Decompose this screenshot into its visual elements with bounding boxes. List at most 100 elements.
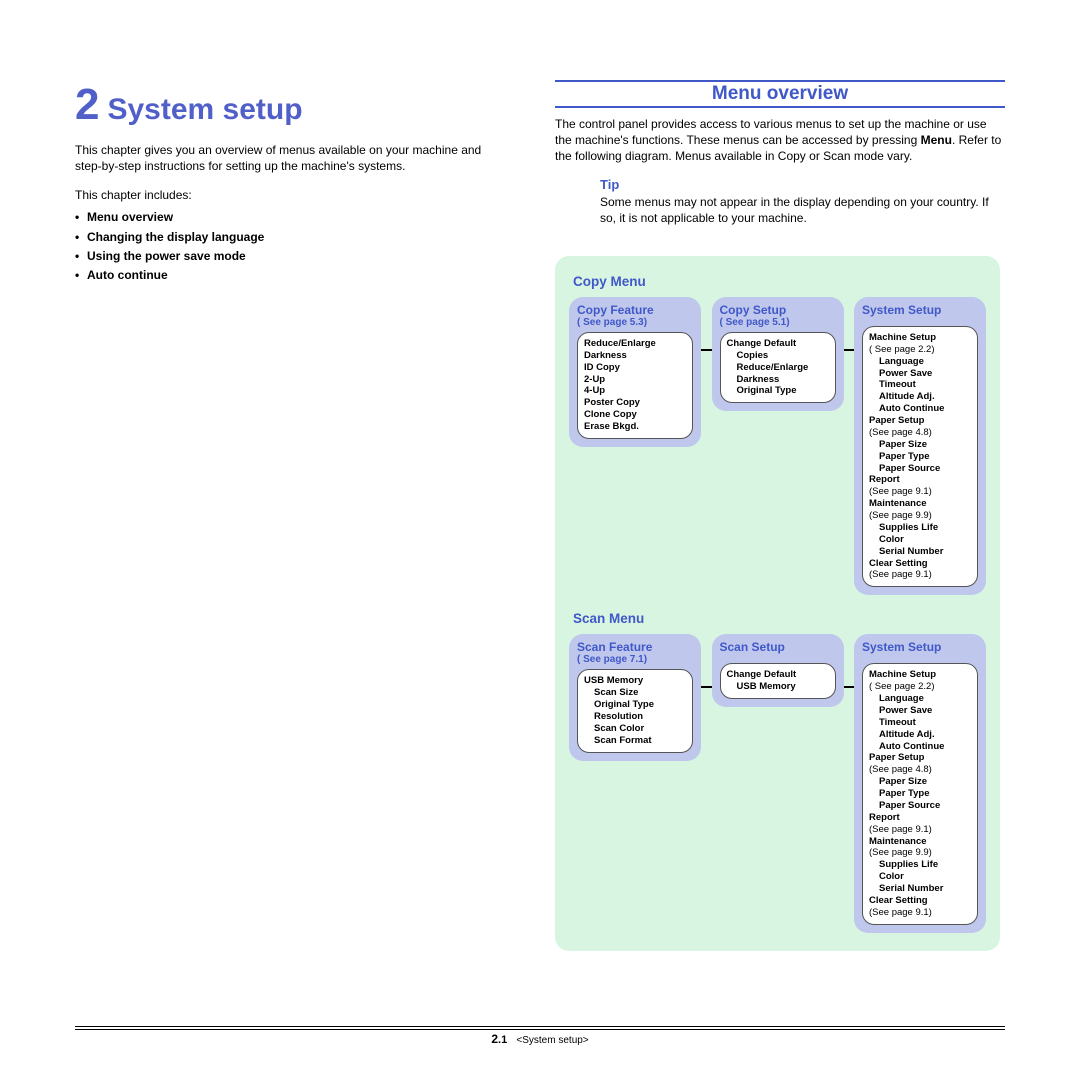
menu-item: Clear Setting [869,895,971,907]
menu-item: Resolution [584,711,686,723]
manual-page: 2 System setup This chapter gives you an… [0,0,1080,1080]
menu-box-title: Copy Setup [720,303,836,317]
menu-box-inner: Reduce/EnlargeDarknessID Copy2-Up4-UpPos… [577,332,693,439]
menu-box-title: System Setup [862,640,978,654]
menu-item: Paper Setup [869,752,971,764]
heading-bar-bottom [555,106,1005,108]
menu-item: ( See page 2.2) [869,344,971,356]
menu-item: Paper Type [869,788,971,800]
menu-row: Copy Feature( See page 5.3)Reduce/Enlarg… [569,297,986,595]
menu-item: Power Save [869,705,971,717]
menu-item: Timeout [869,379,971,391]
menu-box: System Setup Machine Setup( See page 2.2… [854,297,986,595]
menu-item: Color [869,871,971,883]
menu-item: Serial Number [869,546,971,558]
menu-item: ID Copy [584,362,686,374]
menu-box: Copy Setup( See page 5.1)Change DefaultC… [712,297,844,411]
chapter-bullet-item: Using the power save mode [75,247,505,266]
menu-item: Change Default [727,669,829,681]
section-heading: Menu overview [712,82,848,106]
menu-item: Change Default [727,338,829,350]
menu-box-subtitle [862,317,978,322]
menu-item: (See page 9.1) [869,569,971,581]
menu-item: USB Memory [584,675,686,687]
menu-item: Language [869,356,971,368]
menu-item: Color [869,534,971,546]
section-heading-block: Menu overview [555,80,1005,108]
menu-item: (See page 9.1) [869,824,971,836]
menu-item: Auto Continue [869,741,971,753]
menu-item: Machine Setup [869,669,971,681]
footer-label: <System setup> [516,1035,588,1046]
two-column-layout: 2 System setup This chapter gives you an… [75,80,1005,951]
menu-item: Report [869,474,971,486]
menu-item: Power Save [869,368,971,380]
menu-item: USB Memory [727,681,829,693]
chapter-heading: 2 System setup [75,80,505,130]
menu-item: Darkness [727,374,829,386]
menu-item: Scan Color [584,723,686,735]
menu-item: Supplies Life [869,859,971,871]
menu-item: ( See page 2.2) [869,681,971,693]
menu-box-inner: USB MemoryScan SizeOriginal TypeResoluti… [577,669,693,752]
menu-item: Darkness [584,350,686,362]
menu-item: (See page 9.9) [869,847,971,859]
menu-box: Scan Setup Change DefaultUSB Memory [712,634,844,707]
chapter-number: 2 [75,80,99,130]
chapter-intro: This chapter gives you an overview of me… [75,142,505,174]
chapter-bullet-item: Changing the display language [75,228,505,247]
menu-item: Maintenance [869,836,971,848]
menu-box-title: System Setup [862,303,978,317]
menu-item: 2-Up [584,374,686,386]
menu-item: (See page 9.1) [869,907,971,919]
menu-box: Copy Feature( See page 5.3)Reduce/Enlarg… [569,297,701,447]
menu-box-inner: Change DefaultUSB Memory [720,663,836,699]
scan-menu-title: Scan Menu [573,611,986,626]
chapter-bullet-item: Menu overview [75,208,505,227]
menu-box-subtitle [862,654,978,659]
menu-box-inner: Machine Setup( See page 2.2)LanguagePowe… [862,663,978,924]
menu-item: Serial Number [869,883,971,895]
menu-item: Clone Copy [584,409,686,421]
menu-item: Original Type [584,699,686,711]
menu-row: Scan Feature( See page 7.1)USB MemorySca… [569,634,986,932]
menu-item: Report [869,812,971,824]
menu-box-subtitle: ( See page 5.3) [577,317,693,328]
menu-item: Reduce/Enlarge [584,338,686,350]
footer-text: 2.1 <System setup> [491,1032,588,1046]
menu-item: (See page 9.1) [869,486,971,498]
menu-item: Machine Setup [869,332,971,344]
menu-item: Paper Source [869,800,971,812]
menu-box-title: Scan Feature [577,640,693,654]
menu-item: Reduce/Enlarge [727,362,829,374]
chapter-bullets: Menu overviewChanging the display langua… [75,208,505,285]
tip-heading: Tip [600,177,1005,192]
menu-item: Altitude Adj. [869,391,971,403]
menu-item: Paper Size [869,776,971,788]
menu-item: (See page 4.8) [869,764,971,776]
menu-item: Paper Type [869,451,971,463]
menu-item: Paper Size [869,439,971,451]
menu-item: Altitude Adj. [869,729,971,741]
menu-item: Timeout [869,717,971,729]
left-column: 2 System setup This chapter gives you an… [75,80,505,951]
footer-rule-line [75,1026,1005,1030]
overview-paragraph: The control panel provides access to var… [555,116,1005,165]
menu-box-subtitle: ( See page 7.1) [577,654,693,665]
menu-item: Language [869,693,971,705]
menu-item: 4-Up [584,385,686,397]
menu-item: Maintenance [869,498,971,510]
menu-box: System Setup Machine Setup( See page 2.2… [854,634,986,932]
tip-body: Some menus may not appear in the display… [600,194,1005,226]
menu-item: Original Type [727,385,829,397]
copy-menu-title: Copy Menu [573,274,986,289]
menu-item: Scan Size [584,687,686,699]
menu-diagram: Copy Menu Copy Feature( See page 5.3)Redu… [555,256,1000,951]
menu-item: Copies [727,350,829,362]
menu-item: Clear Setting [869,558,971,570]
menu-item: Auto Continue [869,403,971,415]
page-footer: 2.1 <System setup> [75,1026,1005,1046]
footer-page-minor: .1 [498,1034,507,1046]
menu-box: Scan Feature( See page 7.1)USB MemorySca… [569,634,701,760]
menu-item: Supplies Life [869,522,971,534]
